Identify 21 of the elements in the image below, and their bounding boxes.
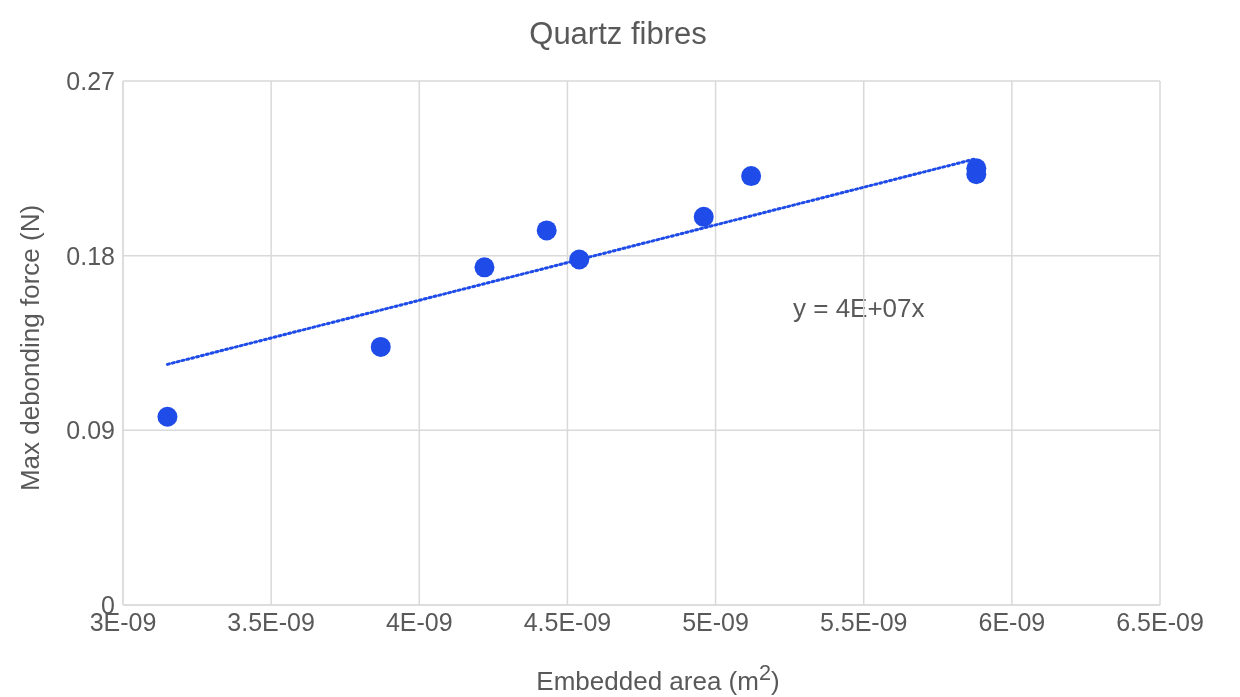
point <box>569 249 590 270</box>
point <box>370 336 391 357</box>
x-tick-label: 4E-09 <box>385 607 453 636</box>
x-tick-label: 3.5E-09 <box>227 607 315 636</box>
x-tick-label: 4.5E-09 <box>523 607 612 636</box>
point <box>157 406 178 427</box>
point <box>693 206 714 227</box>
point <box>741 166 762 187</box>
annotation: y = 4E+07x <box>793 293 925 324</box>
x-tick-label: 5E-09 <box>682 607 749 636</box>
y-tick-label: 0.27 <box>66 66 115 95</box>
x-axis-title: Embedded area (m$^{2}$) <box>535 660 781 697</box>
x-tick-label: 6E-09 <box>978 607 1046 636</box>
y-axis-title: Max debonding force (N) <box>14 204 46 492</box>
x-tick-label: 5.5E-09 <box>819 607 908 636</box>
point <box>474 257 495 278</box>
point <box>536 220 557 241</box>
y-tick-label: 0.09 <box>66 416 115 445</box>
y-tick-label: 0.18 <box>66 241 115 270</box>
chart-title: Quartz fibres <box>528 16 708 52</box>
x-tick-label: 6.5E-09 <box>1116 607 1204 636</box>
